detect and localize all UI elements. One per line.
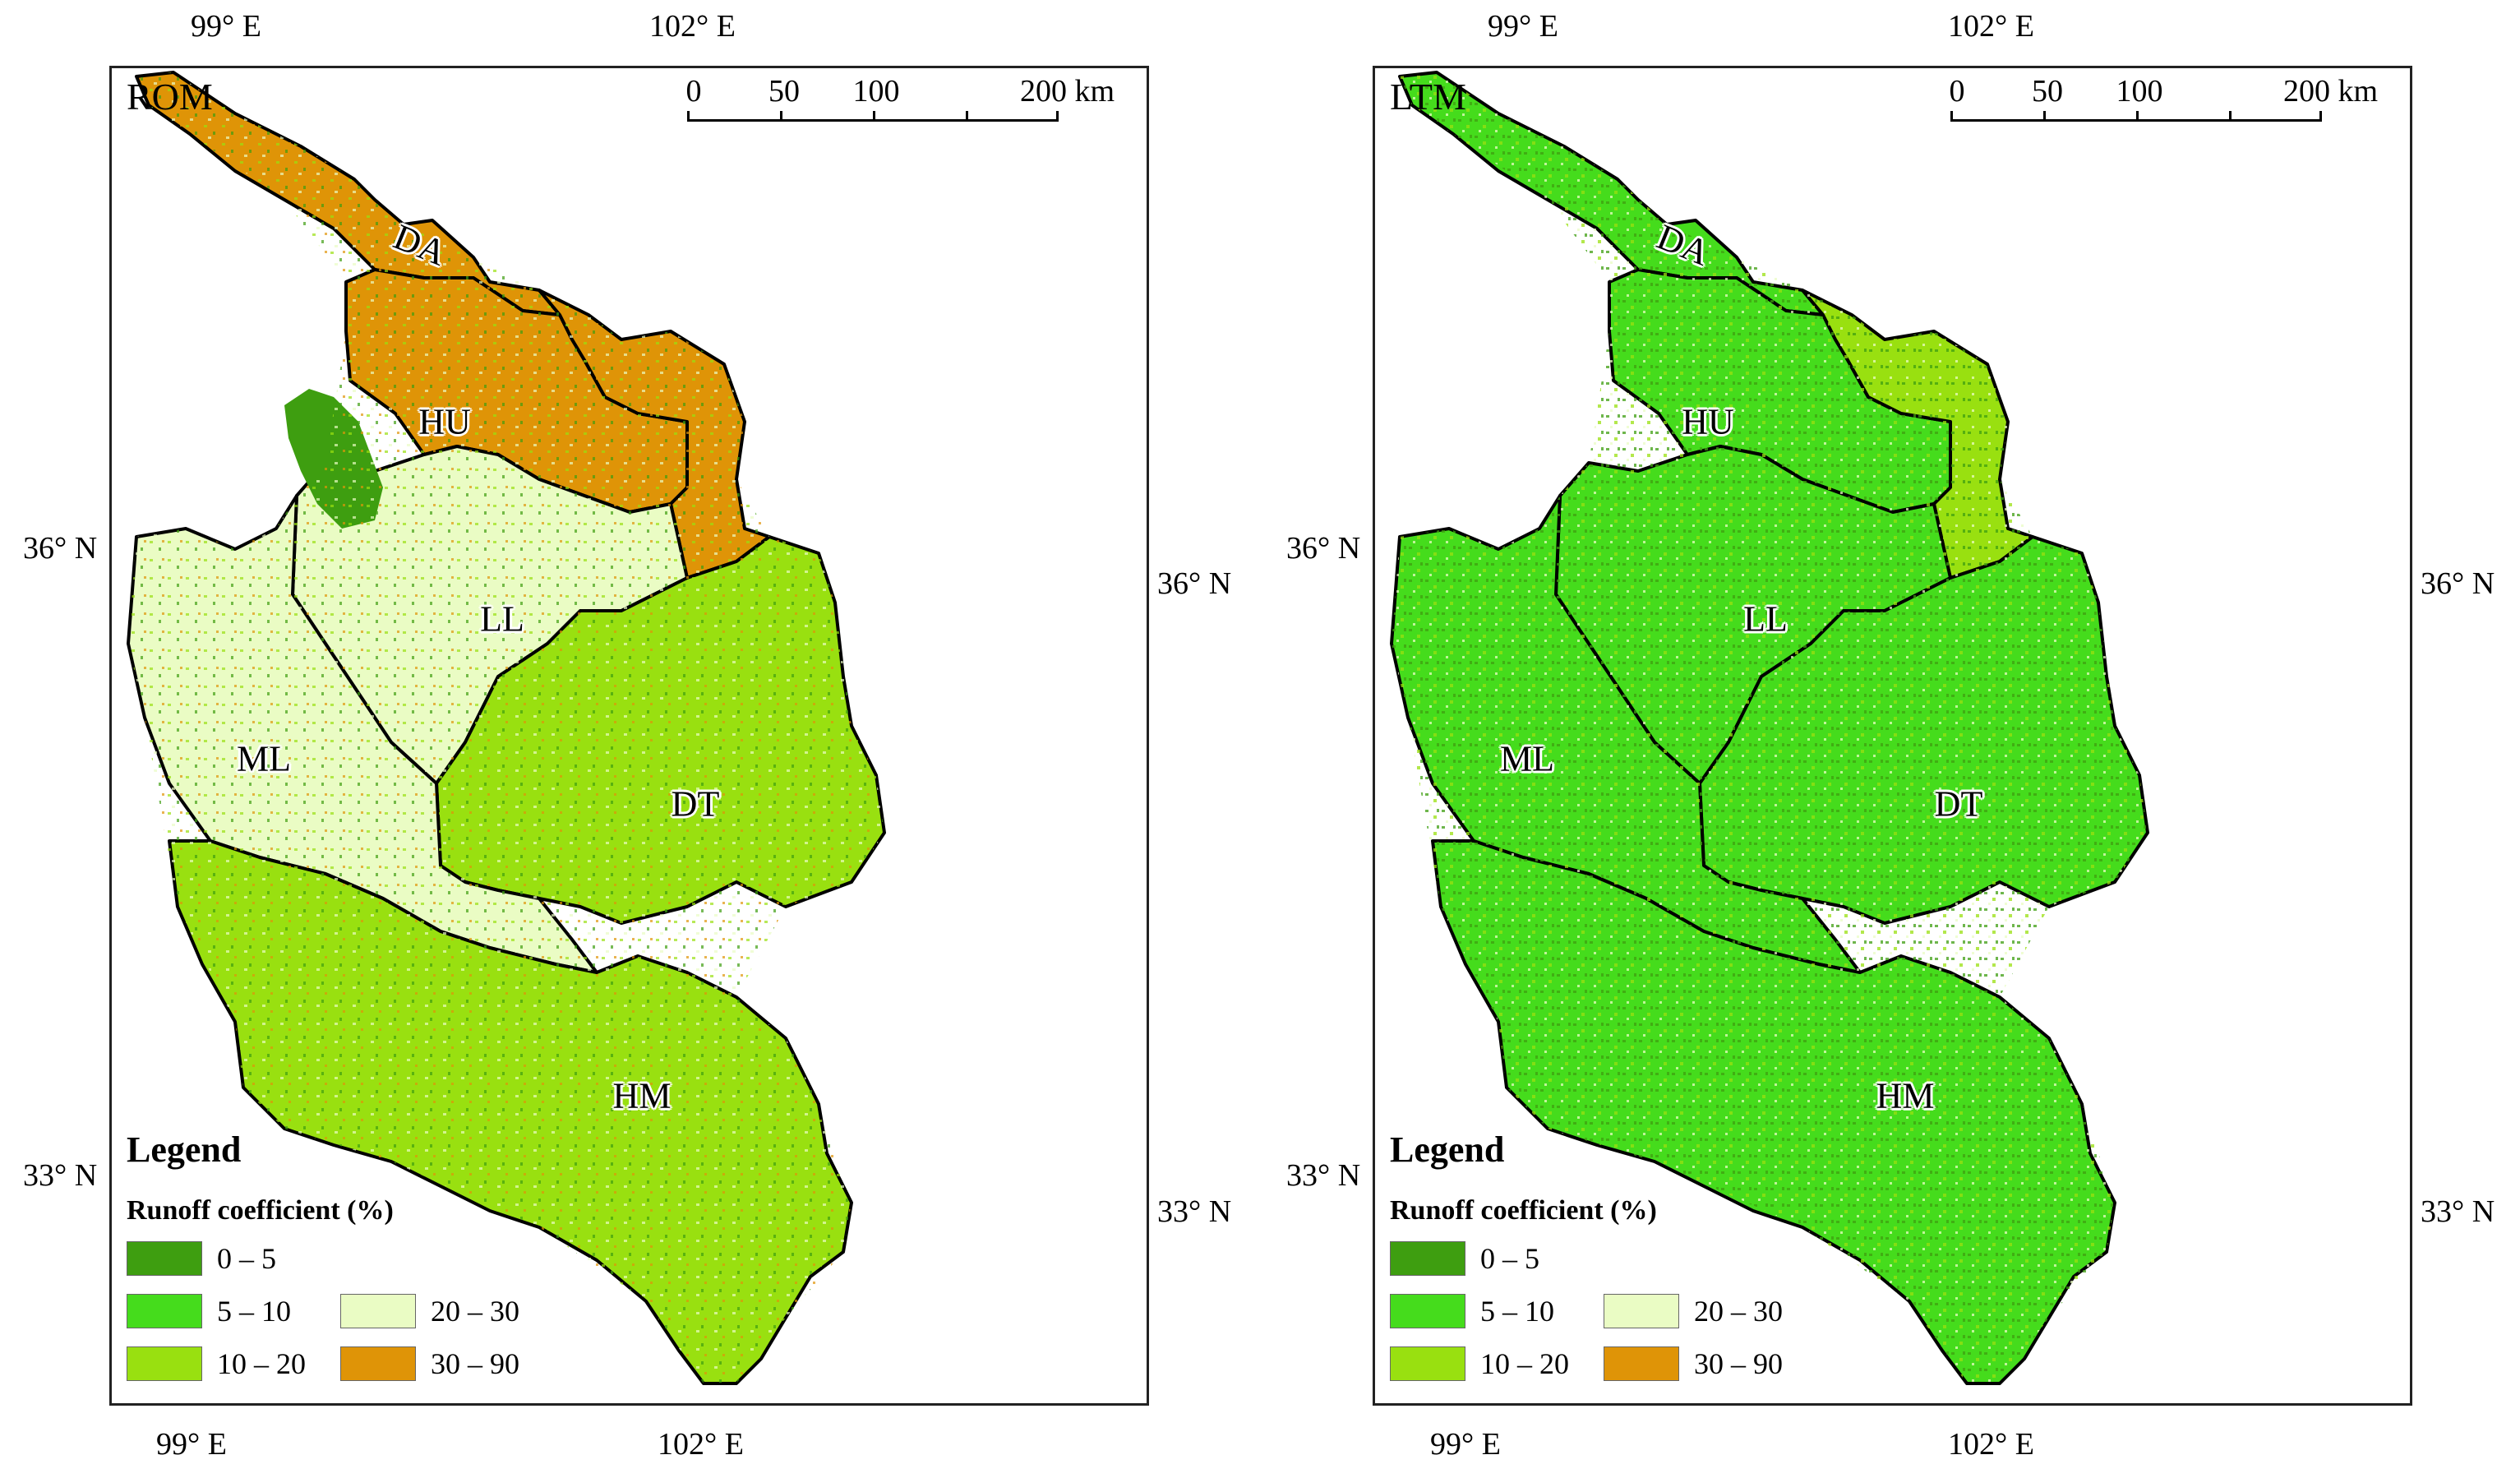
legend-item-30-90: 30 – 90 [1604, 1345, 1783, 1383]
scale-tick [2319, 111, 2322, 122]
scale-bar: 0 50 100 200 km [1950, 73, 2378, 147]
scale-label-200: 200 km [1020, 74, 1115, 109]
right-lat-36-east: 36° N [2421, 566, 2495, 601]
legend-item-5-10: 5 – 10 [127, 1292, 291, 1330]
scale-tick [2229, 111, 2232, 122]
scale-label-100: 100 [852, 74, 900, 109]
legend-label: 0 – 5 [217, 1242, 276, 1275]
region-label-hm: HM [612, 1075, 672, 1116]
legend-rom: Legend Runoff coefficient (%) 0 – 5 5 – … [120, 1129, 580, 1393]
legend-ltm: Legend Runoff coefficient (%) 0 – 5 5 – … [1383, 1129, 1844, 1393]
legend-label: 30 – 90 [1694, 1347, 1783, 1380]
map-panel-rom: ROM 0 50 100 200 km DA HU LL ML DT HM Le… [109, 66, 1149, 1406]
legend-subtitle: Runoff coefficient (%) [1390, 1195, 1657, 1226]
legend-title: Legend [127, 1129, 242, 1170]
legend-item-20-30: 20 – 30 [340, 1292, 519, 1330]
legend-grid: 0 – 5 5 – 10 10 – 20 20 – 30 30 – 90 [120, 1236, 580, 1393]
right-lat-33-east: 33° N [2421, 1194, 2495, 1229]
legend-swatch [127, 1241, 202, 1276]
legend-swatch [1390, 1241, 1465, 1276]
legend-grid: 0 – 5 5 – 10 10 – 20 20 – 30 30 – 90 [1383, 1236, 1844, 1393]
left-lat-33-west: 33° N [23, 1158, 98, 1193]
scale-tick [1950, 111, 1953, 122]
panel-label-rom: ROM [127, 76, 213, 118]
rom-map [127, 71, 886, 1385]
legend-swatch [127, 1346, 202, 1381]
scale-bar: 0 50 100 200 km [685, 73, 1115, 147]
scale-label-0: 0 [1949, 74, 1965, 109]
legend-item-0-5: 0 – 5 [1390, 1240, 1539, 1277]
scale-tick [687, 111, 690, 122]
scale-tick [873, 111, 875, 122]
right-bottom-lon-102: 102° E [1948, 1427, 2034, 1462]
map-panel-ltm: LTM 0 50 100 200 km DA HU LL ML DT HM Le… [1373, 66, 2412, 1406]
scale-label-50: 50 [2032, 74, 2063, 109]
left-top-lon-102: 102° E [649, 9, 736, 44]
legend-item-10-20: 10 – 20 [127, 1345, 306, 1383]
legend-label: 0 – 5 [1480, 1242, 1539, 1275]
region-label-ll: LL [1743, 598, 1788, 640]
legend-swatch [127, 1294, 202, 1328]
region-label-hm: HM [1876, 1075, 1935, 1116]
scale-tick [780, 111, 782, 122]
legend-swatch [1604, 1294, 1679, 1328]
legend-item-20-30: 20 – 30 [1604, 1292, 1783, 1330]
legend-title: Legend [1390, 1129, 1505, 1170]
scale-tick [2136, 111, 2139, 122]
right-lat-33-west: 33° N [1286, 1158, 1361, 1193]
legend-label: 5 – 10 [1480, 1295, 1554, 1328]
legend-item-0-5: 0 – 5 [127, 1240, 276, 1277]
region-label-ll: LL [480, 598, 524, 640]
legend-label: 30 – 90 [431, 1347, 519, 1380]
ltm-map [1390, 71, 2149, 1385]
legend-label: 20 – 30 [431, 1295, 519, 1328]
panel-label-ltm: LTM [1390, 76, 1466, 118]
legend-subtitle: Runoff coefficient (%) [127, 1195, 394, 1226]
legend-label: 10 – 20 [1480, 1347, 1569, 1380]
right-lat-36-west: 36° N [1286, 531, 1361, 566]
scale-tick [1056, 111, 1059, 122]
region-label-hu: HU [418, 401, 471, 442]
legend-label: 20 – 30 [1694, 1295, 1783, 1328]
left-bottom-lon-99: 99° E [156, 1427, 227, 1462]
right-bottom-lon-99: 99° E [1430, 1427, 1501, 1462]
legend-item-5-10: 5 – 10 [1390, 1292, 1554, 1330]
right-top-lon-102: 102° E [1948, 9, 2034, 44]
legend-swatch [1604, 1346, 1679, 1381]
legend-label: 5 – 10 [217, 1295, 291, 1328]
legend-swatch [1390, 1294, 1465, 1328]
legend-swatch [340, 1294, 416, 1328]
region-label-dt: DT [1934, 783, 1983, 824]
left-lat-33-east: 33° N [1157, 1194, 1232, 1229]
rom-texture [128, 72, 884, 1383]
left-lat-36-west: 36° N [23, 531, 98, 566]
scale-label-200: 200 km [2283, 74, 2379, 109]
scale-tick [966, 111, 968, 122]
legend-item-10-20: 10 – 20 [1390, 1345, 1569, 1383]
ltm-texture [1392, 72, 2148, 1383]
region-label-ml: ML [237, 738, 291, 779]
left-top-lon-99: 99° E [191, 9, 261, 44]
region-label-hu: HU [1682, 401, 1734, 442]
legend-item-30-90: 30 – 90 [340, 1345, 519, 1383]
right-top-lon-99: 99° E [1488, 9, 1558, 44]
scale-label-50: 50 [768, 74, 800, 109]
scale-label-100: 100 [2116, 74, 2163, 109]
left-bottom-lon-102: 102° E [658, 1427, 744, 1462]
left-lat-36-east: 36° N [1157, 566, 1232, 601]
scale-tick [2043, 111, 2046, 122]
legend-label: 10 – 20 [217, 1347, 306, 1380]
region-label-ml: ML [1500, 738, 1554, 779]
region-label-dt: DT [671, 783, 720, 824]
legend-swatch [340, 1346, 416, 1381]
legend-swatch [1390, 1346, 1465, 1381]
scale-label-0: 0 [685, 74, 702, 109]
